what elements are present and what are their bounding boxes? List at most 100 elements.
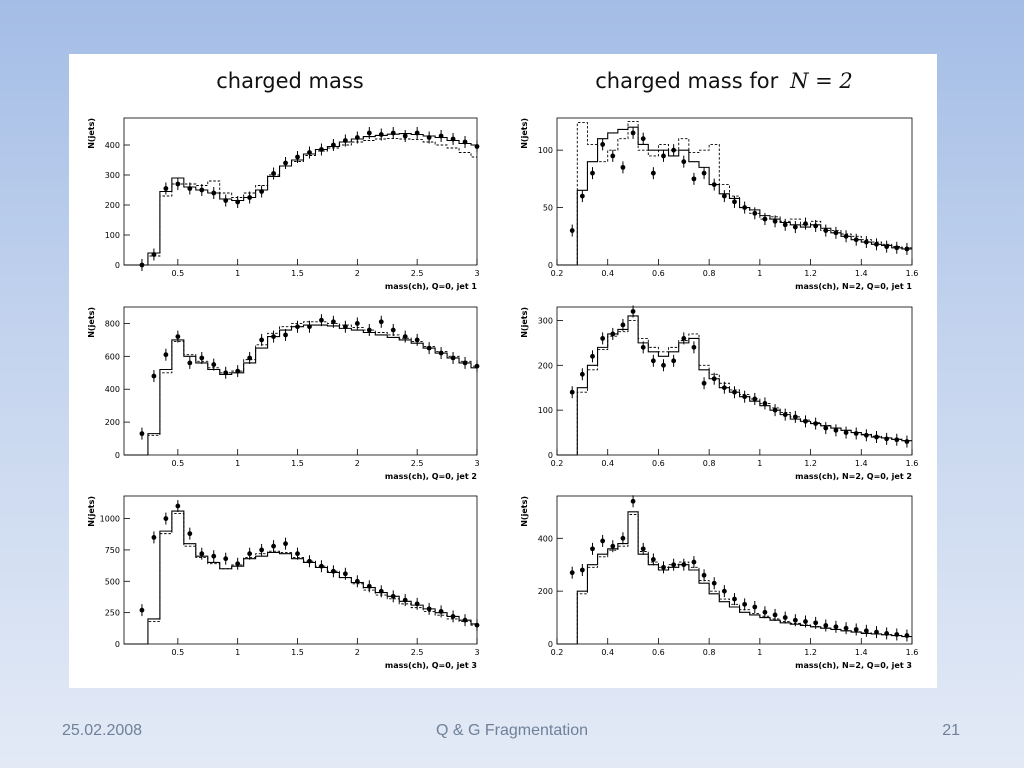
chart-5: 0 250 500 750 1000 0.5 1 1.5 2 2.5 3 N(jets) mass(ch… (87, 495, 480, 670)
data-point (661, 564, 666, 570)
plot-frame (123, 306, 478, 456)
data-point (620, 164, 626, 170)
plot-frame (123, 117, 478, 266)
data-point (803, 221, 808, 227)
series-dashed-histogram (557, 320, 912, 456)
x-tick-label: 0.2 (551, 648, 564, 657)
data-point (307, 558, 312, 564)
y-tick-label: 100 (105, 231, 120, 240)
y-tick-label: 500 (105, 577, 120, 586)
y-tick-label: 300 (538, 316, 553, 325)
x-tick-label: 0.6 (652, 459, 665, 468)
data-point (620, 322, 626, 328)
x-tick-label: 0.8 (703, 648, 716, 657)
y-tick-label: 800 (105, 319, 120, 328)
x-tick-label: 1.2 (804, 459, 817, 468)
data-point (803, 418, 808, 424)
data-point (884, 631, 890, 636)
data-point (681, 159, 687, 165)
data-point (884, 244, 890, 250)
x-tick-label: 1.6 (906, 269, 919, 278)
data-point (414, 130, 420, 136)
x-axis-label: mass(ch), N=2, Q=0, jet 1 (795, 282, 912, 291)
data-point (894, 437, 900, 443)
data-point (762, 609, 768, 615)
data-point (187, 186, 193, 191)
x-tick-label: 1.2 (804, 648, 817, 657)
data-point (474, 144, 480, 149)
data-point (874, 241, 879, 247)
data-point (782, 222, 788, 228)
data-point (211, 362, 217, 367)
data-point (342, 571, 348, 577)
data-point (691, 559, 697, 565)
series-data-points (569, 305, 910, 448)
data-point (640, 344, 646, 350)
data-point (823, 425, 829, 431)
data-point (235, 199, 241, 205)
series-data-points (139, 500, 480, 632)
data-point (163, 186, 169, 191)
x-tick-label: 1 (757, 459, 762, 468)
data-point (874, 629, 879, 635)
data-point (331, 142, 336, 148)
x-tick-label: 0.2 (551, 459, 564, 468)
x-axis-label: mass(ch), Q=0, jet 1 (385, 282, 478, 291)
data-point (742, 601, 748, 607)
data-point (223, 198, 229, 203)
x-tick-label: 0.4 (601, 648, 614, 657)
data-point (235, 368, 241, 374)
data-point (752, 604, 758, 610)
data-point (462, 617, 468, 623)
y-axis-label: N(jets) (87, 307, 96, 338)
y-tick-label: 0 (548, 640, 553, 649)
data-point (462, 360, 468, 366)
x-tick-label: 1 (235, 269, 240, 278)
data-point (833, 230, 839, 236)
data-point (319, 317, 324, 323)
y-tick-label: 100 (538, 146, 553, 155)
data-point (569, 389, 575, 395)
x-tick-label: 2 (355, 269, 360, 278)
data-point (331, 568, 336, 574)
data-point (579, 567, 585, 573)
data-point (762, 216, 768, 222)
data-point (319, 563, 324, 569)
data-point (863, 432, 869, 438)
data-point (620, 535, 626, 541)
plot-frame (123, 495, 478, 645)
chart-1: 0 100 200 300 400 0.5 1 1.5 2 2.5 3 N(jets) mass(ch)… (87, 117, 480, 291)
data-point (813, 223, 819, 229)
x-tick-label: 1.4 (855, 459, 868, 468)
x-tick-label: 2 (355, 648, 360, 657)
left-column-heading: charged mass (216, 69, 363, 93)
right-heading-text: charged mass for (595, 69, 778, 93)
x-axis-label: mass(ch), Q=0, jet 3 (385, 661, 477, 670)
x-tick-label: 1 (235, 459, 240, 468)
data-point (223, 556, 229, 562)
data-point (450, 355, 456, 361)
y-tick-label: 100 (538, 406, 553, 415)
data-point (610, 331, 616, 337)
data-point (414, 601, 420, 607)
y-tick-label: 200 (105, 418, 120, 427)
data-point (569, 228, 575, 233)
data-point (640, 136, 646, 142)
x-tick-label: 1.2 (804, 269, 817, 278)
footer-date: 25.02.2008 (62, 722, 143, 739)
y-tick-label: 400 (105, 141, 120, 150)
data-point (175, 181, 181, 187)
data-point (283, 541, 288, 547)
data-point (742, 205, 748, 210)
data-point (782, 412, 788, 418)
data-point (650, 358, 656, 364)
data-point (630, 309, 636, 314)
x-tick-label: 0.6 (652, 269, 665, 278)
y-tick-label: 50 (543, 204, 553, 213)
data-point (307, 324, 312, 330)
x-tick-label: 1 (757, 648, 762, 657)
data-point (390, 130, 396, 136)
data-point (462, 139, 468, 145)
data-point (151, 252, 157, 257)
data-point (247, 195, 253, 200)
